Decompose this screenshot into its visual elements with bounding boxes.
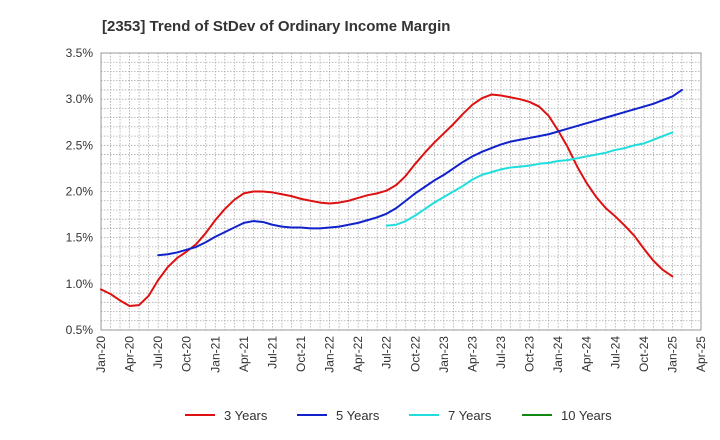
y-tick-label: 3.5% bbox=[66, 46, 94, 60]
legend-label-3-years: 3 Years bbox=[224, 408, 268, 423]
x-tick-label: Apr-25 bbox=[694, 336, 708, 372]
series-line-3-years bbox=[100, 93, 674, 307]
x-tick-label: Jul-21 bbox=[265, 336, 279, 369]
series-line-5-years bbox=[157, 88, 683, 257]
y-tick-label: 0.5% bbox=[66, 323, 94, 337]
x-tick-label: Jan-21 bbox=[208, 336, 222, 373]
x-tick-label: Jan-23 bbox=[437, 336, 451, 373]
x-tick-label: Jan-22 bbox=[323, 336, 337, 373]
legend-label-7-years: 7 Years bbox=[448, 408, 492, 423]
x-tick-label: Apr-20 bbox=[123, 336, 137, 372]
y-tick-label: 3.0% bbox=[66, 92, 94, 106]
series-group bbox=[100, 88, 683, 307]
chart-title: [2353] Trend of StDev of Ordinary Income… bbox=[102, 18, 450, 35]
x-tick-label: Jul-24 bbox=[608, 336, 622, 369]
legend: 3 Years 5 Years 7 Years 10 Years bbox=[185, 408, 612, 423]
x-tick-label: Apr-24 bbox=[580, 336, 594, 372]
x-tick-label: Oct-21 bbox=[294, 336, 308, 372]
x-tick-label: Apr-22 bbox=[351, 336, 365, 372]
y-tick-label: 2.5% bbox=[66, 138, 94, 152]
x-tick-label: Jan-20 bbox=[94, 336, 108, 373]
legend-label-5-years: 5 Years bbox=[336, 408, 380, 423]
x-tick-label: Oct-24 bbox=[637, 336, 651, 372]
x-tick-label: Apr-21 bbox=[237, 336, 251, 372]
x-tick-label: Jan-25 bbox=[665, 336, 679, 373]
y-tick-label: 1.5% bbox=[66, 231, 94, 245]
x-tick-label: Oct-22 bbox=[408, 336, 422, 372]
y-axis-ticks: 0.5% 1.0% 1.5% 2.0% 2.5% 3.0% 3.5% bbox=[66, 46, 94, 337]
x-tick-label: Jan-24 bbox=[551, 336, 565, 373]
y-tick-label: 2.0% bbox=[66, 185, 94, 199]
x-tick-label: Oct-23 bbox=[523, 336, 537, 372]
x-tick-label: Jul-23 bbox=[494, 336, 508, 369]
legend-label-10-years: 10 Years bbox=[561, 408, 612, 423]
x-tick-label: Jul-22 bbox=[380, 336, 394, 369]
x-tick-label: Apr-23 bbox=[465, 336, 479, 372]
x-axis-ticks: Jan-20 Apr-20 Jul-20 Oct-20 Jan-21 Apr-21 Jul-… bbox=[94, 336, 708, 373]
x-tick-label: Jul-20 bbox=[151, 336, 165, 369]
series-line-7-years bbox=[385, 131, 674, 227]
y-tick-label: 1.0% bbox=[66, 277, 94, 291]
plot-frame bbox=[100, 52, 702, 331]
x-tick-label: Oct-20 bbox=[180, 336, 194, 372]
